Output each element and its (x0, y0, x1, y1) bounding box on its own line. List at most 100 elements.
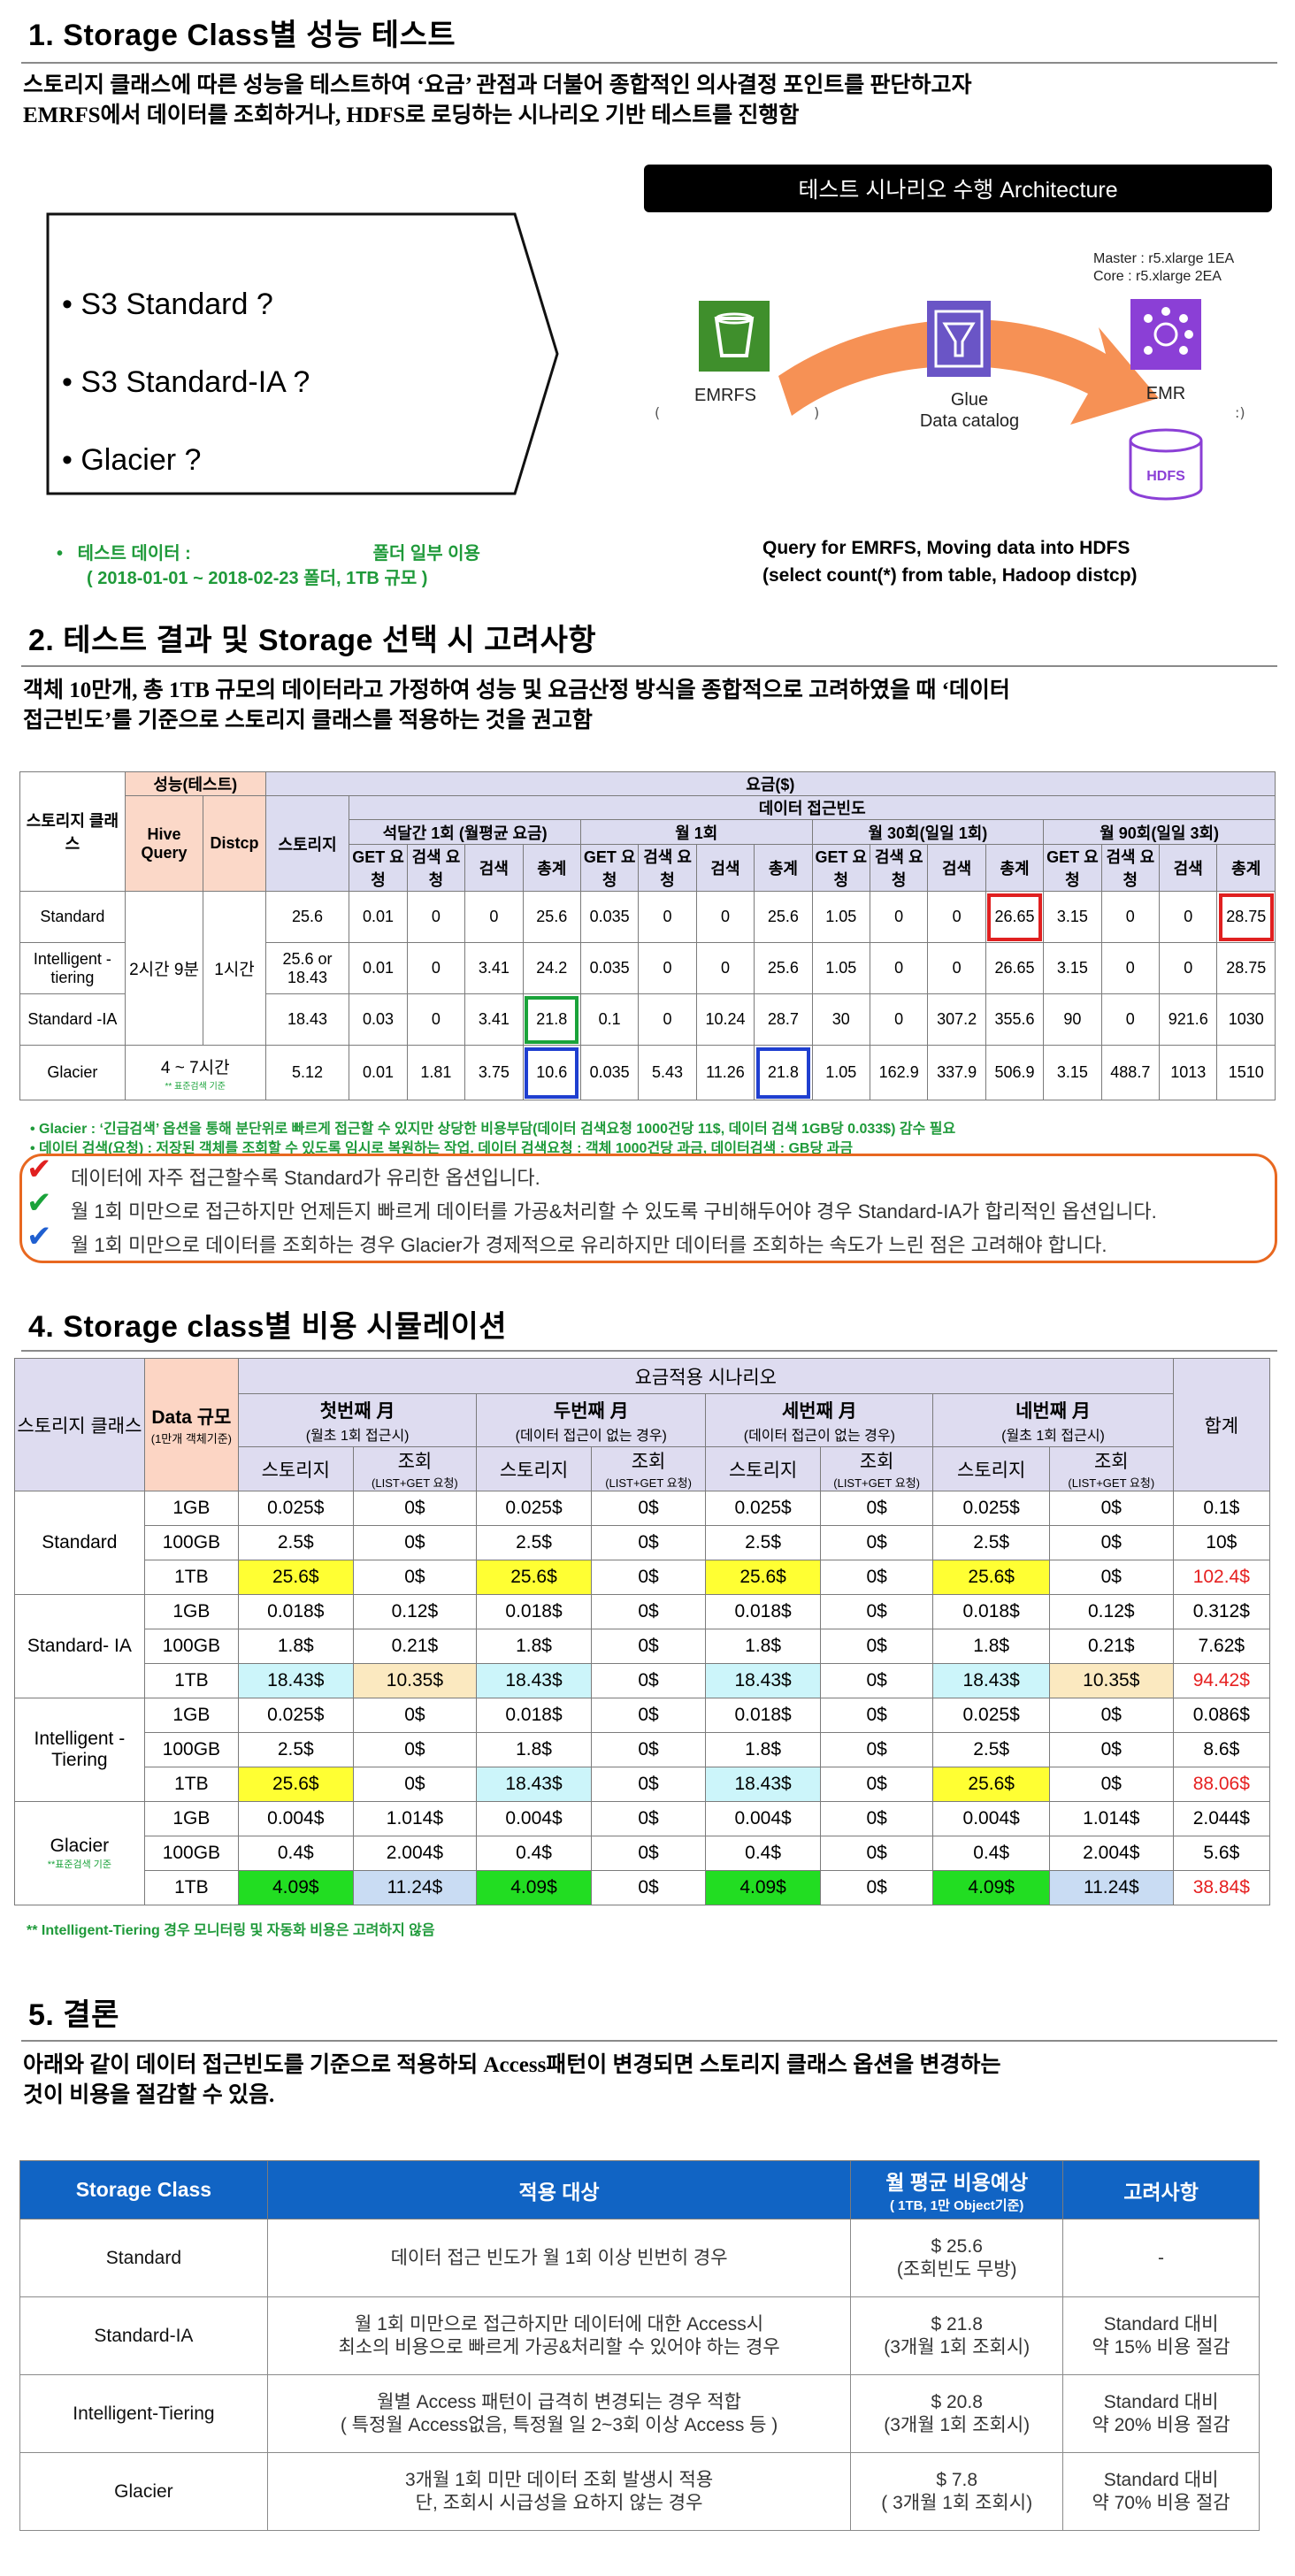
th-subcol: GET 요청 (349, 844, 408, 892)
perf-cell: 1.05 (811, 942, 870, 994)
perf-row-storage: 25.6 (264, 891, 350, 943)
cost-cell: 0.018$ (476, 1594, 592, 1629)
cost-cell: 0.4$ (238, 1836, 354, 1871)
conclusion-consider-line2: 약 15% 비용 절감 (1092, 2336, 1230, 2358)
perf-cell: 3.75 (464, 1045, 524, 1100)
th4-size: Data 규모 (1만개 객체기준) (143, 1358, 240, 1491)
th-storage: 스토리지 (264, 795, 350, 892)
perf-row-class: Standard -IA (19, 993, 126, 1046)
perf-row: Standard 2시간 9분 1시간 25.6 0.01 0 0 25.6 0.035 0 0 25… (19, 891, 1276, 1046)
cost-size: 1TB (143, 1560, 240, 1595)
conclusion-cost-note: (3개월 1회 조회시) (884, 2414, 1031, 2435)
hdfs-cylinder-icon (1129, 428, 1203, 501)
cost-total: 94.42$ (1172, 1663, 1271, 1698)
perf-cell: 0 (638, 891, 697, 943)
conclusion-consider-line1: Standard 대비 (1103, 2469, 1219, 2490)
cost-row: Standard 1GB 0.025$ 0$ 0.025$ 0$ 0.025$ 0$ 0.025… (14, 1491, 1271, 1595)
cost-cell: 0$ (590, 1836, 707, 1871)
cost-cell: 0$ (590, 1560, 707, 1595)
cost-total: 0.312$ (1172, 1594, 1271, 1629)
perf-cell: 0 (927, 891, 986, 943)
cost-cell: 18.43$ (705, 1767, 821, 1802)
th5-cost-sub: ( 1TB, 1만 Object기준) (889, 2198, 1024, 2213)
cost-row: Glacier **표준검색 기준 1GB 0.004$ 1.014$ 0.004$ 0$ 0… (14, 1801, 1271, 1905)
conclusion-cost-note: (조회빈도 무방) (896, 2258, 1017, 2280)
th-storage-class: 스토리지 클래스 (19, 771, 126, 892)
conclusion-target: 3개월 1회 미만 데이터 조회 발생시 적용 단, 조회시 시급성을 요하지 않… (266, 2452, 852, 2531)
cost-cell: 0.018$ (705, 1698, 821, 1733)
th4-query-label: 조회 (397, 1452, 433, 1472)
th4-query: 조회 (LIST+GET 요청) (590, 1446, 707, 1491)
perf-cell: 25.6 (754, 942, 813, 994)
th-subcol: 총계 (754, 844, 813, 892)
cost-cell: 0.12$ (352, 1594, 478, 1629)
cost-size: 100GB (143, 1525, 240, 1560)
conclusion-consider: Standard 대비 약 70% 비용 절감 (1062, 2452, 1260, 2531)
cost-cell: 0$ (819, 1491, 934, 1526)
cost-cell: 0$ (590, 1491, 707, 1526)
th5-class: Storage Class (19, 2160, 268, 2220)
master-spec: Master : r5.xlarge 1EA (1093, 251, 1235, 266)
section2-desc-line2: 접근빈도’를 기준으로 스토리지 클래스를 적용하는 것을 권고함 (23, 709, 593, 732)
th4-month-name: 세번째 月 (781, 1400, 857, 1422)
conclusion-class: Standard-IA (19, 2296, 268, 2375)
cost-total: 5.6$ (1172, 1836, 1271, 1871)
test-data-note: • 테스트 데이터 : 폴더 일부 이용 ( 2018-01-01 ~ 2018… (57, 541, 480, 591)
conclusion-cost-value: $ 21.8 (931, 2313, 983, 2334)
cost-cell: 0$ (819, 1560, 934, 1595)
cost-cell: 0$ (1048, 1491, 1174, 1526)
conclusion-cost: $ 21.8 (3개월 1회 조회시) (850, 2296, 1064, 2375)
perf-cell: 307.2 (927, 993, 986, 1046)
th4-query-sub: (LIST+GET 요청) (833, 1476, 920, 1490)
section1-desc: 스토리지 클래스에 따른 성능을 테스트하여 ‘요금’ 관점과 더불어 종합적인… (23, 71, 972, 131)
cost-cell: 11.24$ (352, 1870, 478, 1905)
perf-cell: 28.75 (1216, 942, 1276, 994)
cost-cell: 18.43$ (932, 1663, 1050, 1698)
cost-row: 100GB 0.4$ 2.004$ 0.4$ 0$ 0.4$ 0$ 0.4$ 2.004$ 5.6… (15, 1836, 1271, 1871)
perf-row-class: Intelligent -tiering (19, 942, 126, 994)
cost-cell: 25.6$ (705, 1560, 821, 1595)
conclusion-cost-value: $ 25.6 (931, 2235, 983, 2257)
hive-query-merged: 2시간 9분 (124, 891, 204, 1046)
th4-month: 세번째 月 (데이터 접근이 없는 경우) (705, 1393, 934, 1447)
cost-cell: 0$ (352, 1732, 478, 1767)
th4-storage: 스토리지 (476, 1446, 592, 1491)
cost-cell: 2.004$ (1048, 1836, 1174, 1871)
perf-cell: 90 (1043, 993, 1102, 1046)
th4-month-name: 두번째 月 (553, 1400, 629, 1422)
cost-size: 1TB (143, 1767, 240, 1802)
th-subcol: 검색 (927, 844, 986, 892)
architecture-title: 테스트 시나리오 수행 Architecture (644, 165, 1272, 212)
check-icon-red: ✔ (27, 1153, 52, 1186)
th4-month-name: 첫번째 月 (319, 1400, 395, 1422)
perf-cell: 1.05 (811, 1045, 870, 1100)
data-flow-arrow (778, 319, 1159, 425)
cost-cell: 0$ (819, 1836, 934, 1871)
cost-cell: 1.8$ (476, 1629, 592, 1664)
conclusion-consider-line1: Standard 대비 (1103, 2313, 1219, 2334)
th4-month-sub: (데이터 접근이 없는 경우) (743, 1428, 895, 1444)
cost-size: 100GB (143, 1732, 240, 1767)
perf-cell: 0.01 (349, 1045, 408, 1100)
retrieval-note: • 데이터 검색(요청) : 저장된 객체를 조회할 수 있도록 임시로 복원하… (30, 1141, 854, 1156)
conclusion-consider-line1: - (1158, 2247, 1165, 2268)
cost-cell: 18.43$ (476, 1663, 592, 1698)
cost-cell: 25.6$ (932, 1767, 1050, 1802)
th-period-quarterly: 석달간 1회 (월평균 요금) (349, 819, 581, 845)
perf-cell: 0 (869, 891, 929, 943)
th-period-30: 월 30회(일일 1회) (811, 819, 1045, 845)
conclusion-target: 데이터 접근 빈도가 월 1회 이상 빈번히 경우 (266, 2219, 852, 2297)
perf-cell: 0 (1100, 891, 1161, 943)
glacier-perf-value: 4 ~ 7시간 (160, 1058, 230, 1077)
perf-cell: 10.24 (695, 993, 755, 1046)
conclusion-cost: $ 7.8( 3개월 1회 조회시) (850, 2452, 1064, 2531)
perf-cell: 0 (638, 993, 697, 1046)
cost-cell: 0.004$ (932, 1801, 1050, 1836)
conclusion-cost: $ 20.8 (3개월 1회 조회시) (850, 2374, 1064, 2453)
glue-label-line1: Glue (950, 390, 989, 410)
section2-rule (21, 665, 1277, 667)
query-line1: Query for EMRFS, Moving data into HDFS (762, 538, 1130, 558)
architecture-diagram: ( ) :) (655, 299, 1245, 501)
cost-cell: 0$ (590, 1767, 707, 1802)
th-period-90: 월 90회(일일 3회) (1043, 819, 1276, 845)
